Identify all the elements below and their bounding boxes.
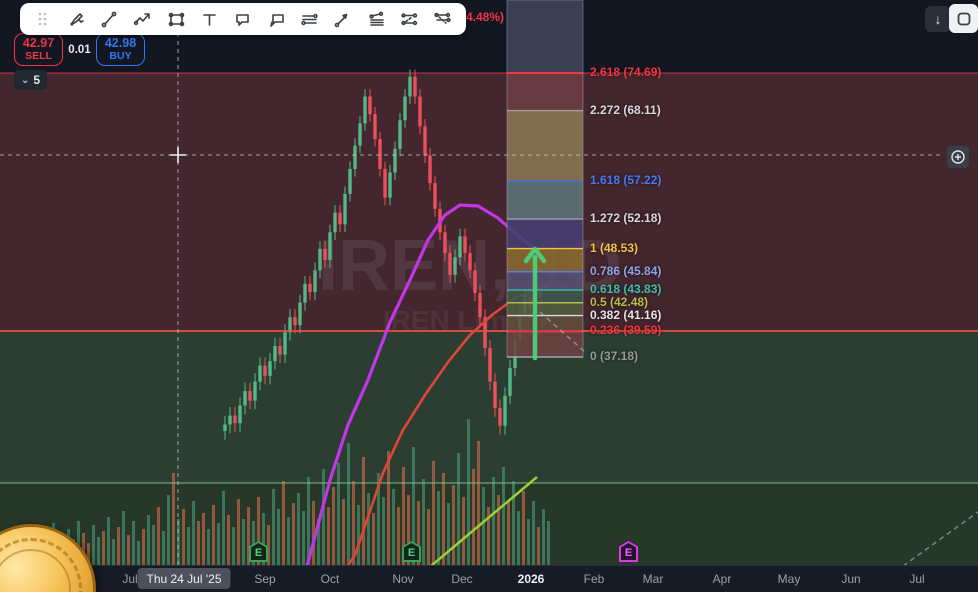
rectangle-tool-button[interactable]: [161, 5, 191, 33]
price-chart-canvas[interactable]: IREN, 1DIREN Limited: [0, 0, 978, 565]
rectangle-icon: [168, 12, 185, 26]
earnings-letter: E: [404, 543, 419, 560]
plus-circle-icon: [951, 150, 965, 164]
fib-level-label: 0.236 (39.59): [590, 323, 662, 338]
arrow-icon: [335, 13, 348, 27]
fib-level-label: 2.618 (74.69): [590, 65, 662, 79]
time-axis[interactable]: JunJulSepOctNovDec2026FebMarAprMayJunJul…: [0, 565, 978, 592]
axis-label: Jul: [909, 572, 925, 586]
axis-label: Mar: [642, 572, 664, 586]
buy-price: 42.98: [104, 36, 137, 51]
timeframe-value: 5: [33, 73, 41, 87]
earnings-letter: E: [621, 543, 636, 560]
buy-button[interactable]: 42.98 BUY: [96, 33, 145, 66]
trend-line-icon: [101, 11, 117, 27]
trend-line-tool-button[interactable]: [95, 5, 125, 33]
axis-label: Sep: [254, 572, 276, 586]
fib-level-label: 1 (48.53): [590, 240, 639, 255]
buy-label: BUY: [109, 49, 132, 62]
change-percent-readout: 4.48%): [466, 10, 505, 24]
fib-level-label: 0.618 (43.83): [590, 282, 662, 296]
brush-tool-button[interactable]: [61, 5, 91, 33]
earnings-marker[interactable]: E: [402, 541, 421, 562]
sell-label: SELL: [25, 49, 52, 62]
download-button[interactable]: ↓: [925, 6, 951, 32]
download-icon: ↓: [934, 11, 942, 27]
fib-level-label: 0.786 (45.84): [590, 263, 662, 278]
arrow-tool-button[interactable]: [328, 5, 358, 33]
brush-icon: [70, 12, 84, 26]
add-alert-plus-button[interactable]: [947, 146, 969, 168]
timeframe-badge[interactable]: ⌄ 5: [14, 70, 48, 90]
axis-label: Oct: [320, 572, 340, 586]
axis-label: Nov: [392, 572, 414, 586]
fib-level-label: 1.618 (57.22): [590, 173, 662, 188]
order-panel: 42.97 SELL 0.01 42.98 BUY: [14, 33, 145, 66]
fib-level-label: 1.272 (52.18): [590, 211, 662, 225]
axis-label: 2026: [517, 572, 545, 586]
drawing-toolbar: [20, 3, 466, 35]
text-tool-icon: [203, 13, 216, 26]
fib-level-label: 0.382 (41.16): [590, 307, 662, 322]
fib-extension-icon: [434, 12, 452, 24]
axis-label: Dec: [451, 572, 473, 586]
earnings-letter: E: [251, 543, 266, 560]
capture-button[interactable]: [949, 4, 978, 33]
fib-level-label: 0.5 (42.48): [590, 294, 649, 309]
fib-trend-icon: [401, 12, 418, 25]
callout-tool-button[interactable]: [261, 5, 291, 33]
axis-label: Feb: [583, 572, 605, 586]
drag-handle[interactable]: [28, 5, 58, 33]
axis-label: May: [777, 572, 801, 586]
parallel-channel-tool-button[interactable]: [295, 5, 325, 33]
fib-level-label: 2.272 (68.11): [590, 102, 661, 117]
pitchfan-tool-button[interactable]: [361, 5, 391, 33]
callout-icon: [269, 13, 284, 27]
drag-handle-icon: [38, 12, 46, 25]
earnings-marker[interactable]: E: [619, 541, 638, 562]
polyline-arrow-icon: [134, 12, 151, 25]
comment-tool-button[interactable]: [228, 5, 258, 33]
axis-label: Jun: [841, 572, 861, 586]
comment-icon: [236, 13, 250, 26]
pitchfan-icon: [369, 11, 384, 26]
polyline-arrow-tool-button[interactable]: [128, 5, 158, 33]
fib-extension-tool-button[interactable]: [428, 5, 458, 33]
fib-level-label: 0 (37.18): [590, 349, 639, 363]
spread-value: 0.01: [68, 43, 91, 56]
frame-icon: [957, 12, 970, 25]
sell-price: 42.97: [22, 36, 55, 51]
axis-label: Jul: [122, 572, 138, 586]
parallel-channel-icon: [301, 13, 318, 25]
fib-trend-tool-button[interactable]: [395, 5, 425, 33]
chevron-down-icon: ⌄: [21, 74, 30, 86]
sell-button[interactable]: 42.97 SELL: [14, 33, 63, 66]
earnings-marker[interactable]: E: [249, 541, 268, 562]
text-tool-tool-button[interactable]: [195, 5, 225, 33]
crosshair-date-badge: Thu 24 Jul '25: [137, 568, 231, 589]
axis-label: Apr: [712, 572, 732, 586]
